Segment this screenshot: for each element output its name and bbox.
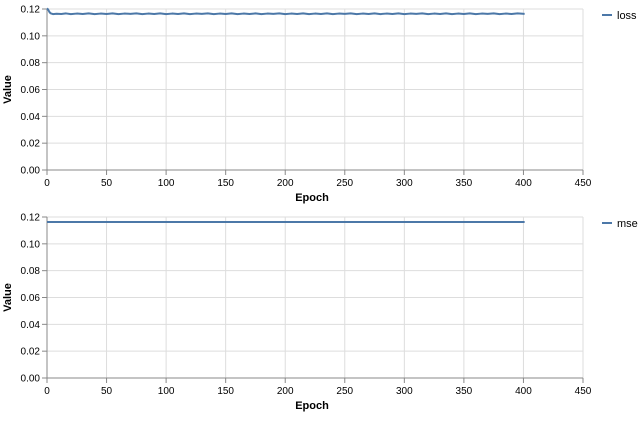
y-tick-label: 0.12 [21, 5, 41, 16]
x-tick-label: 150 [217, 178, 234, 189]
x-tick-label: 150 [217, 386, 234, 397]
x-tick-label: 50 [101, 178, 113, 189]
x-tick-label: 400 [515, 178, 532, 189]
x-tick-label: 300 [396, 386, 413, 397]
legend-label-mse: mse [617, 218, 638, 230]
y-tick-label: 0.02 [21, 139, 41, 150]
y-tick-label: 0.04 [21, 112, 41, 123]
x-tick-label: 100 [158, 178, 175, 189]
y-tick-label: 0.12 [21, 213, 41, 224]
x-tick-label: 200 [277, 178, 294, 189]
chart-panel-1: 0 50 100 150 200 250 300 350 400 450 0.00 0.02 0.04 0… [2, 5, 637, 205]
x-tick-label: 250 [336, 386, 353, 397]
chart-panel-2: 0 50 100 150 200 250 300 350 400 450 0.00 0.02 0.04 0… [2, 213, 638, 413]
x-tick-label: 0 [44, 386, 50, 397]
x-axis-title: Epoch [295, 192, 329, 204]
y-tick-label: 0.00 [21, 374, 41, 385]
y-tick-label: 0.04 [21, 320, 41, 331]
x-tick-label: 50 [101, 386, 113, 397]
x-tick-label: 400 [515, 386, 532, 397]
legend-label-loss: loss [617, 10, 637, 22]
x-axis-title: Epoch [295, 400, 329, 412]
x-tick-label: 350 [456, 178, 473, 189]
y-tick-label: 0.02 [21, 347, 41, 358]
y-tick-label: 0.08 [21, 266, 41, 277]
x-tick-label: 200 [277, 386, 294, 397]
y-axis-title: Value [2, 283, 14, 312]
x-tick-label: 100 [158, 386, 175, 397]
x-tick-label: 300 [396, 178, 413, 189]
x-tick-label: 350 [456, 386, 473, 397]
x-tick-label: 0 [44, 178, 50, 189]
series-line-loss [46, 7, 525, 16]
y-tick-label: 0.06 [21, 85, 41, 96]
x-tick-label: 450 [575, 386, 592, 397]
y-tick-label: 0.10 [21, 31, 41, 42]
y-tick-label: 0.00 [21, 166, 41, 177]
x-tick-label: 450 [575, 178, 592, 189]
y-tick-label: 0.06 [21, 293, 41, 304]
y-tick-label: 0.10 [21, 239, 41, 250]
y-tick-label: 0.08 [21, 58, 41, 69]
y-axis-title: Value [2, 75, 14, 104]
x-tick-label: 250 [336, 178, 353, 189]
